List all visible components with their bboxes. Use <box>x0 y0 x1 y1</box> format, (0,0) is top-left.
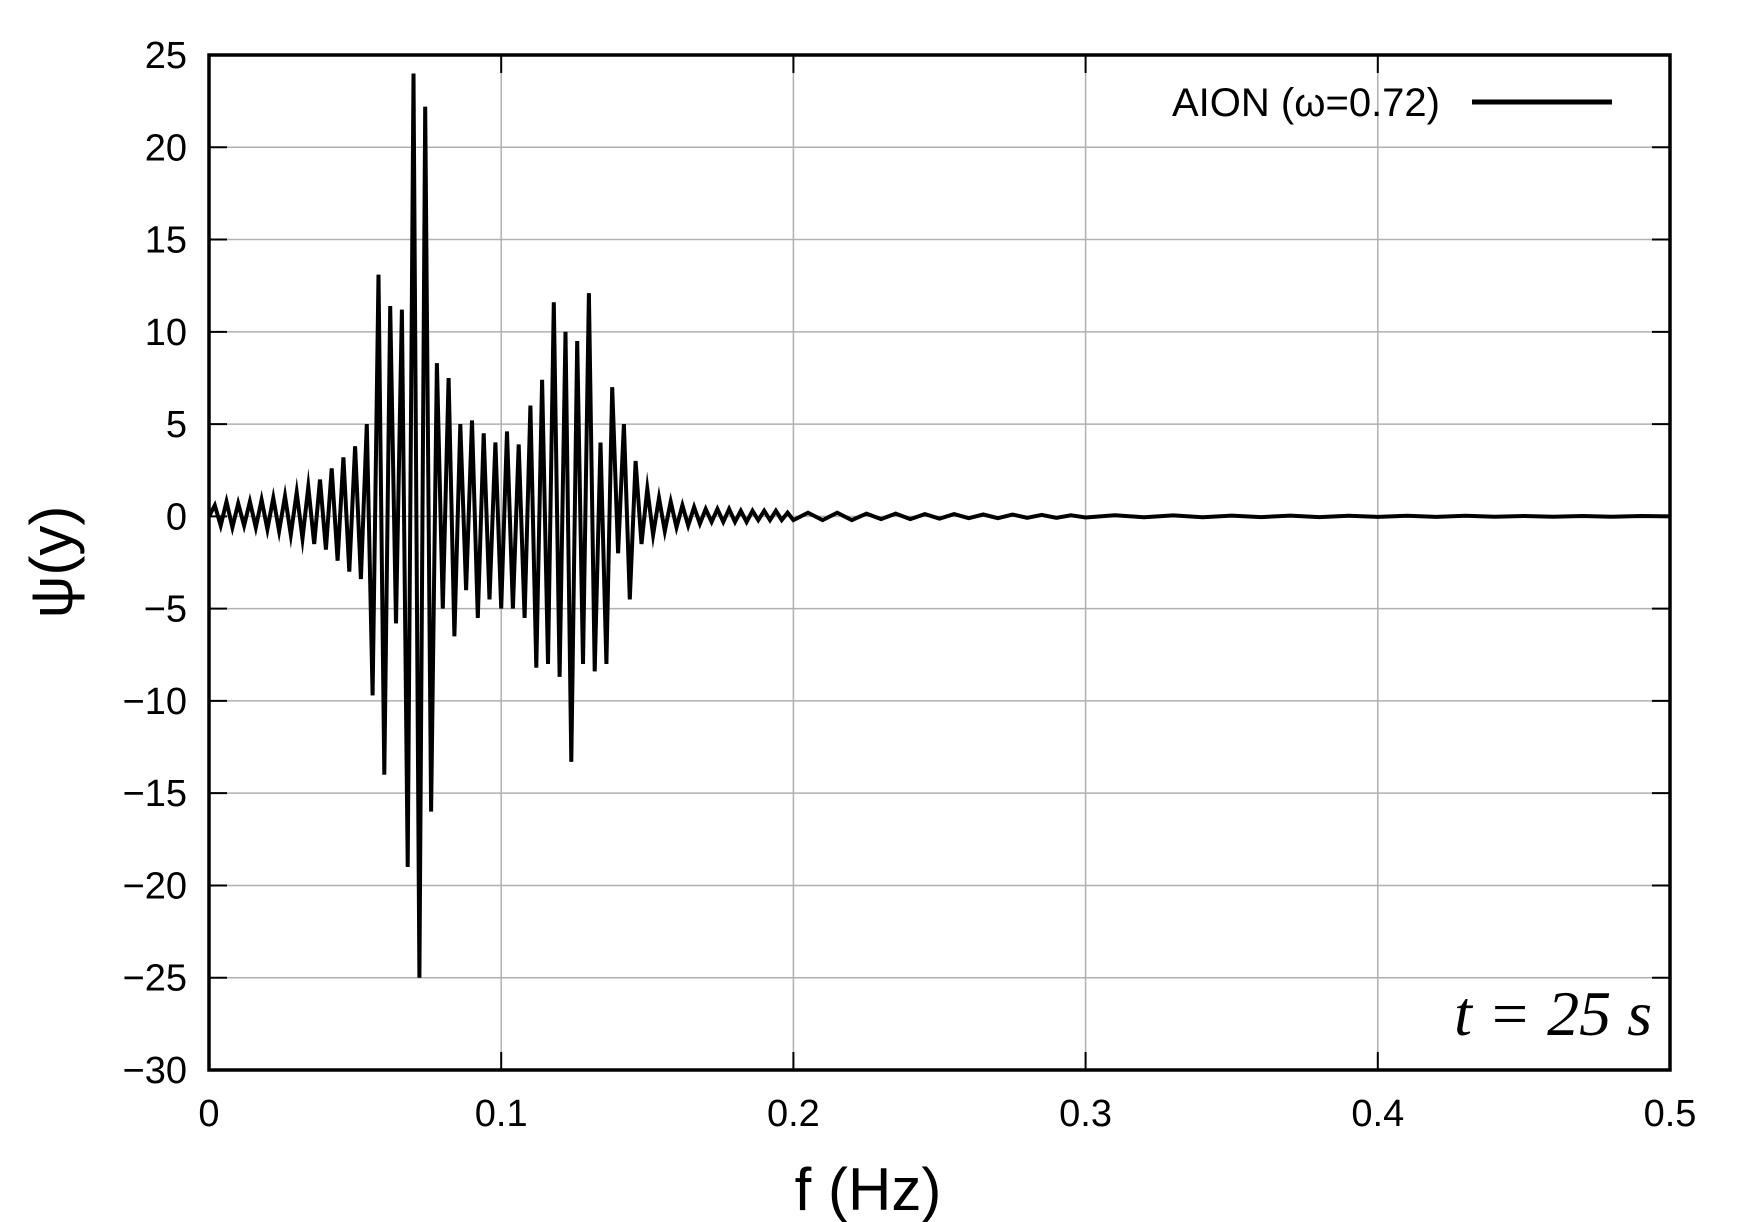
x-tick-label: 0.4 <box>1351 1093 1404 1135</box>
y-tick-label: 10 <box>145 312 187 354</box>
plot-frame <box>207 53 1672 1072</box>
x-tick-label: 0.3 <box>1059 1093 1112 1135</box>
series-layer <box>207 73 1671 978</box>
y-tick-label: 15 <box>145 220 187 262</box>
x-tick-label: 0 <box>198 1093 219 1135</box>
x-tick-label: 0.5 <box>1644 1093 1697 1135</box>
legend-label: AION (ω=0.72) <box>1172 81 1440 125</box>
x-tick-label: 0.1 <box>475 1093 528 1135</box>
y-tick-label: −25 <box>123 958 187 1000</box>
legend: AION (ω=0.72) <box>1172 81 1612 125</box>
y-axis-ticks: 25 20 15 10 5 0 −5 −10 −15 −20 −25 −30 <box>123 35 1670 1092</box>
time-annotation: t = 25 s <box>1454 978 1652 1049</box>
y-tick-label: −10 <box>123 681 187 723</box>
x-tick-label: 0.2 <box>767 1093 820 1135</box>
x-axis-label: f (Hz) <box>795 1156 942 1222</box>
y-tick-label: −30 <box>123 1050 187 1092</box>
x-axis-ticks: 0 0.1 0.2 0.3 0.4 0.5 <box>198 55 1696 1135</box>
y-tick-label: −20 <box>123 865 187 907</box>
y-tick-label: −15 <box>123 773 187 815</box>
y-tick-label: −5 <box>144 589 187 631</box>
y-tick-label: 20 <box>145 127 187 169</box>
y-tick-label: 0 <box>166 496 187 538</box>
y-tick-label: 25 <box>145 35 187 77</box>
y-axis-label: ψ(y) <box>18 506 85 619</box>
y-tick-label: 5 <box>166 404 187 446</box>
series-line-0 <box>207 73 1671 978</box>
